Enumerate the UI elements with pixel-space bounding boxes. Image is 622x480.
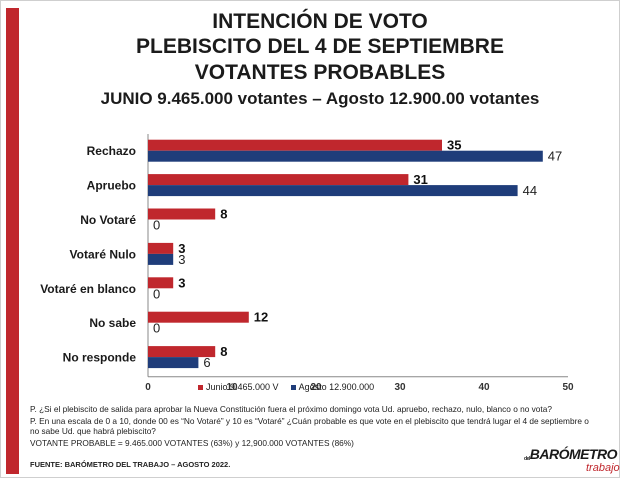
legend-swatch-junio — [198, 385, 203, 391]
category-label: Apruebo — [87, 179, 136, 193]
data-label-junio: 8 — [220, 207, 227, 222]
logo-small: del — [524, 456, 530, 462]
data-label-junio: 12 — [254, 310, 268, 325]
category-label: Votaré Nulo — [70, 247, 136, 261]
data-label-junio: 3 — [178, 241, 185, 256]
legend: Junio 9.465.000 V Agosto 12.900.000 — [198, 382, 374, 392]
data-label-agosto: 44 — [523, 183, 537, 198]
x-tick-label: 40 — [478, 382, 490, 393]
bar-agosto — [148, 150, 543, 162]
data-label-agosto: 0 — [153, 218, 160, 233]
x-tick-label: 0 — [145, 382, 151, 393]
x-tick-label: 50 — [562, 382, 574, 393]
bar-junio — [148, 346, 216, 358]
notes: P. ¿Si el plebiscito de salida para apro… — [30, 404, 600, 449]
category-label: No Votaré — [80, 213, 136, 227]
logo-sub: trabajo — [586, 462, 620, 474]
data-label-agosto: 0 — [153, 286, 160, 301]
note-question-2: P. En una escala de 0 a 10, donde 00 es … — [30, 415, 589, 437]
title-line-2: PLEBISCITO DEL 4 DE SEPTIEMBRE — [136, 35, 504, 58]
category-label: No responde — [63, 351, 137, 365]
data-label-agosto: 0 — [153, 321, 160, 336]
accent-bar — [6, 8, 19, 474]
bar-agosto — [148, 253, 174, 265]
bar-agosto — [148, 185, 518, 197]
data-label-agosto: 3 — [178, 252, 185, 267]
legend-item-junio: Junio 9.465.000 V — [198, 382, 279, 392]
category-label: Rechazo — [87, 144, 136, 158]
x-tick-label: 30 — [394, 382, 406, 393]
source: FUENTE: BARÓMETRO DEL TRABAJO – AGOSTO 2… — [30, 460, 231, 469]
x-tick-label: 20 — [310, 382, 322, 393]
barometro-logo: delBARÓMETRO — [524, 446, 618, 462]
x-tick-label: 10 — [226, 382, 238, 393]
logo-main: BARÓMETRO — [529, 446, 618, 462]
data-label-agosto: 6 — [203, 355, 210, 370]
bar-junio — [148, 311, 249, 323]
legend-label-agosto: Agosto 12.900.000 — [298, 382, 375, 392]
note-voters: VOTANTE PROBABLE = 9.465.000 VOTANTES (6… — [30, 437, 354, 448]
title-line-3: VOTANTES PROBABLES — [194, 61, 446, 84]
bar-junio — [148, 208, 216, 220]
legend-item-agosto: Agosto 12.900.000 — [290, 382, 375, 392]
bar-junio — [148, 242, 174, 254]
bar-junio — [148, 139, 442, 151]
note-question-1: P. ¿Si el plebiscito de salida para apro… — [30, 404, 552, 414]
data-label-junio: 8 — [220, 344, 227, 359]
data-label-junio: 35 — [447, 138, 461, 153]
subtitle: JUNIO 9.465.000 votantes – Agosto 12.900… — [100, 89, 540, 108]
legend-label-junio: Junio 9.465.000 V — [206, 382, 279, 392]
data-label-junio: 3 — [178, 275, 185, 290]
category-label: Votaré en blanco — [40, 282, 136, 296]
legend-swatch-agosto — [290, 385, 296, 391]
bar-junio — [148, 174, 409, 186]
data-label-agosto: 47 — [548, 149, 562, 164]
category-label: No sabe — [89, 316, 136, 330]
data-label-junio: 31 — [413, 172, 427, 187]
bar-agosto — [148, 357, 199, 369]
bar-junio — [148, 277, 174, 289]
title-line-1: INTENCIÓN DE VOTO — [212, 10, 428, 33]
